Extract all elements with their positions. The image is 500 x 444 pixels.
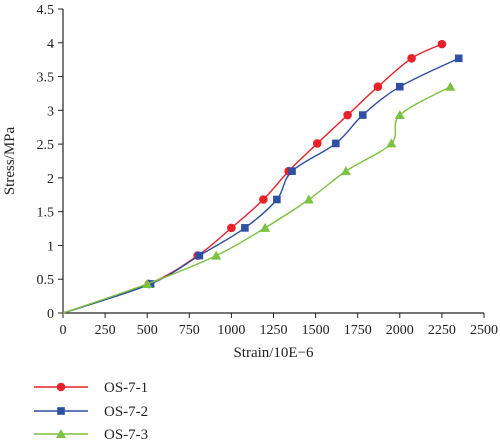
- data-point-os-7-1: [437, 39, 447, 49]
- data-point-os-7-3: [303, 194, 314, 204]
- x-tick-label: 500: [137, 323, 158, 338]
- y-tick-label: 2.5: [37, 138, 55, 153]
- y-ticks: 0 0.5 1 1.5 2 2.5 3 3.5 4 4.5: [37, 3, 63, 322]
- data-point-os-7-2: [146, 280, 155, 288]
- series-os-7-1: [62, 39, 447, 314]
- series-os-7-3: [62, 81, 456, 314]
- data-point-os-7-3: [211, 250, 222, 260]
- y-axis-label: Stress/MPa: [2, 126, 18, 195]
- x-tick-label: 2000: [386, 323, 414, 338]
- legend-label-os-7-2: OS-7-2: [104, 404, 148, 420]
- x-tick-label: 250: [95, 323, 116, 338]
- legend-item-os-7-3: OS-7-3: [34, 427, 148, 443]
- y-tick-label: 3.5: [37, 71, 55, 86]
- x-tick-label: 1000: [217, 323, 245, 338]
- legend: OS-7-1 OS-7-2 OS-7-3: [34, 380, 148, 443]
- data-point-os-7-1: [373, 82, 383, 91]
- data-point-os-7-1: [312, 139, 322, 148]
- series-layer: [62, 39, 463, 314]
- y-tick-label: 4: [47, 37, 54, 52]
- legend-marker-os-7-3: [56, 429, 66, 438]
- x-ticks: 0 250 500 750 1000 1250 1500 1750 2000 2250 2500: [60, 313, 498, 338]
- data-point-os-7-2: [332, 139, 340, 148]
- legend-label-os-7-1: OS-7-1: [104, 380, 148, 396]
- legend-item-os-7-2: OS-7-2: [34, 404, 148, 420]
- x-tick-label: 0: [60, 323, 67, 338]
- legend-label-os-7-3: OS-7-3: [104, 427, 148, 443]
- series-line-os-7-3: [62, 86, 451, 314]
- x-tick-label: 1750: [344, 323, 372, 338]
- x-tick-label: 1500: [302, 323, 330, 338]
- x-tick-label: 1250: [260, 323, 288, 338]
- y-tick-label: 4.5: [37, 3, 55, 18]
- data-point-os-7-3: [142, 278, 153, 288]
- x-tick-label: 750: [179, 323, 200, 338]
- y-tick-label: 0.5: [37, 273, 55, 288]
- data-point-os-7-2: [454, 54, 463, 63]
- data-point-os-7-1: [259, 195, 268, 204]
- data-point-os-7-2: [195, 251, 204, 260]
- y-tick-label: 0: [47, 307, 54, 322]
- y-tick-label: 3: [47, 104, 54, 119]
- data-point-os-7-1: [227, 223, 236, 233]
- plot-axes: [62, 9, 484, 314]
- series-line-os-7-2: [62, 57, 460, 314]
- x-tick-label: 2250: [428, 323, 456, 338]
- data-point-os-7-2: [288, 167, 296, 175]
- x-axis-label: Strain/10E−6: [233, 345, 314, 361]
- data-point-os-7-3: [394, 110, 405, 120]
- y-tick-label: 2: [47, 172, 54, 187]
- data-point-os-7-3: [386, 138, 397, 148]
- data-point-os-7-2: [358, 111, 367, 119]
- series-line-os-7-1: [62, 43, 443, 314]
- data-point-os-7-2: [396, 82, 404, 91]
- x-tick-label: 2500: [470, 323, 498, 338]
- legend-item-os-7-1: OS-7-1: [34, 380, 148, 396]
- y-tick-label: 1: [47, 239, 54, 254]
- data-point-os-7-1: [343, 110, 352, 120]
- data-point-os-7-2: [273, 195, 281, 204]
- data-point-os-7-3: [445, 81, 456, 91]
- data-point-os-7-1: [407, 54, 416, 63]
- series-os-7-2: [62, 54, 463, 314]
- data-point-os-7-2: [241, 224, 249, 232]
- data-point-os-7-3: [340, 166, 351, 176]
- data-point-os-7-3: [260, 222, 271, 232]
- y-tick-label: 1.5: [37, 206, 55, 221]
- legend-marker-os-7-2: [57, 407, 65, 415]
- legend-marker-os-7-1: [56, 382, 66, 392]
